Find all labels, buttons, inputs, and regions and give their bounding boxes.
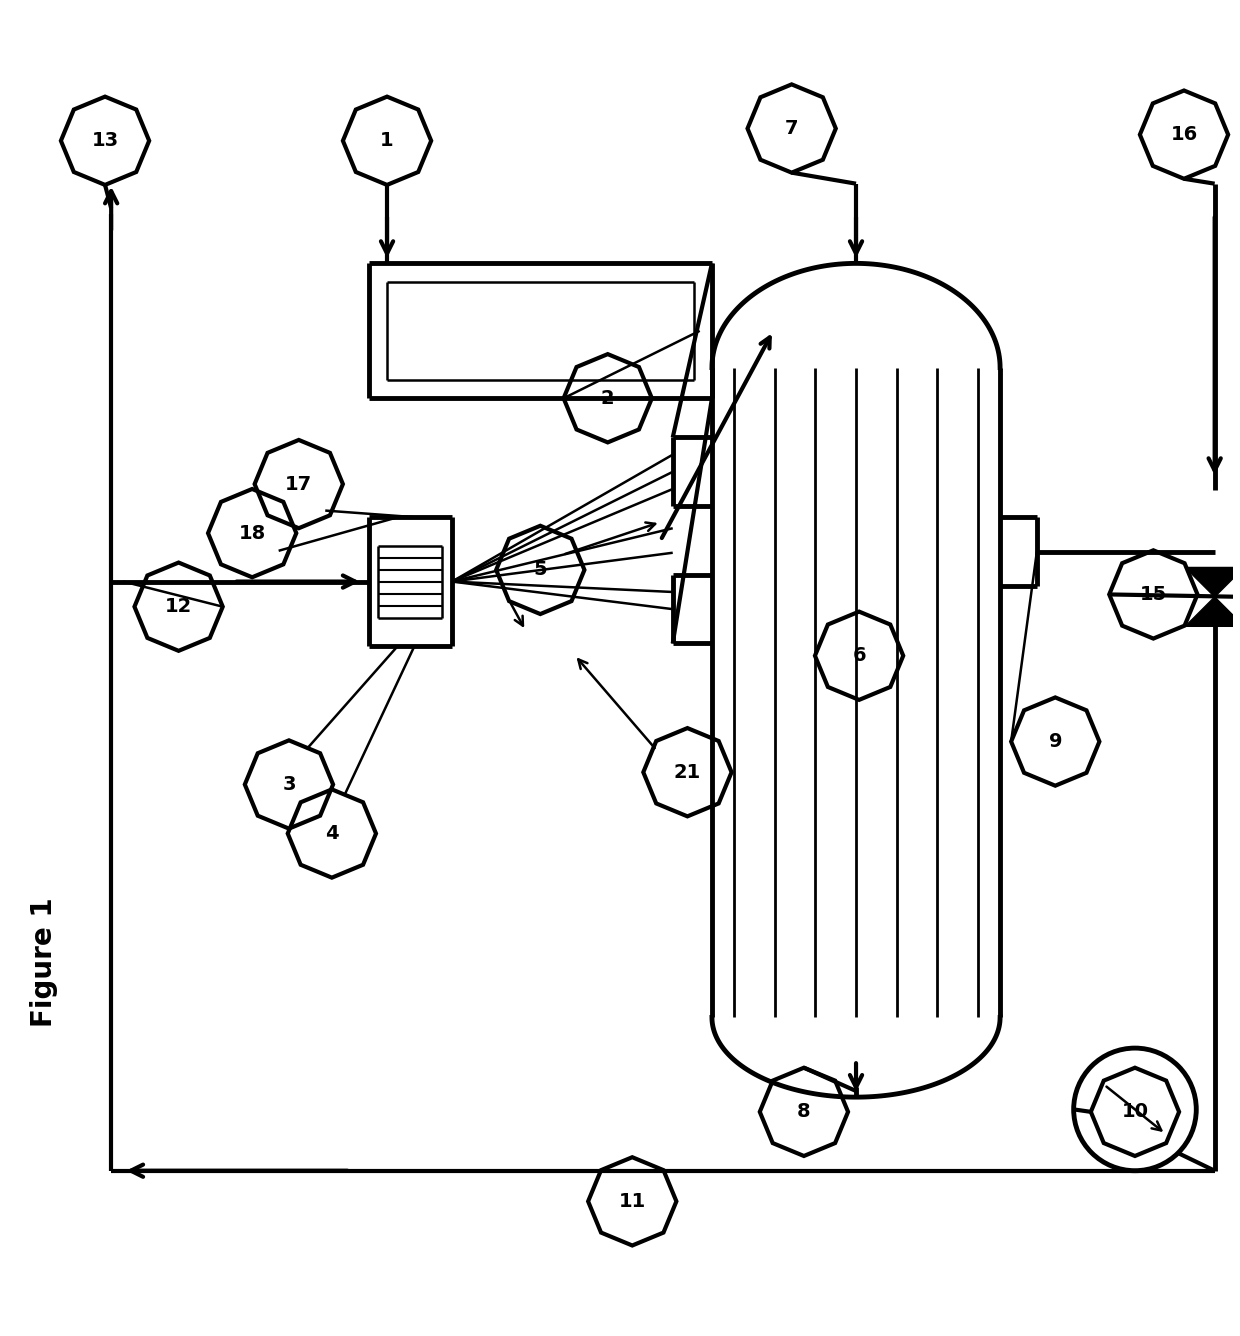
Text: 18: 18 [238,524,265,542]
Text: 5: 5 [533,560,547,580]
Text: 17: 17 [285,474,312,493]
Text: 12: 12 [165,597,192,616]
Text: 9: 9 [1049,732,1061,751]
Text: 21: 21 [673,763,701,782]
Polygon shape [1185,568,1240,597]
Text: 2: 2 [601,389,615,407]
Text: 8: 8 [797,1102,811,1121]
Text: 10: 10 [1121,1102,1148,1121]
Text: 13: 13 [92,131,119,150]
Text: 6: 6 [852,647,866,665]
Text: 7: 7 [785,119,799,138]
Text: 15: 15 [1140,585,1167,604]
Polygon shape [1185,597,1240,627]
Text: 4: 4 [325,824,339,843]
Text: 16: 16 [1171,126,1198,144]
Text: 3: 3 [283,775,295,794]
Text: 1: 1 [381,131,394,150]
Text: 11: 11 [619,1192,646,1210]
Text: Figure 1: Figure 1 [30,898,58,1027]
